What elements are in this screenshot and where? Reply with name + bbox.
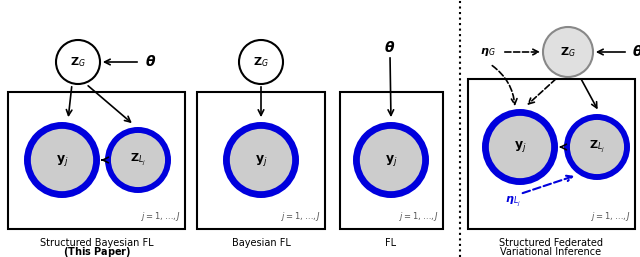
Circle shape bbox=[570, 120, 624, 174]
Text: $j = 1,\ldots,J$: $j = 1,\ldots,J$ bbox=[141, 210, 181, 223]
Circle shape bbox=[564, 114, 630, 180]
Text: $\boldsymbol{\eta}_G$: $\boldsymbol{\eta}_G$ bbox=[480, 46, 495, 58]
Text: Bayesian FL: Bayesian FL bbox=[232, 238, 291, 248]
Text: $\mathbf{y}_j$: $\mathbf{y}_j$ bbox=[385, 152, 397, 168]
Text: $\mathbf{y}_j$: $\mathbf{y}_j$ bbox=[56, 152, 68, 168]
Text: $\mathbf{Z}_G$: $\mathbf{Z}_G$ bbox=[70, 55, 86, 69]
Circle shape bbox=[105, 127, 171, 193]
Circle shape bbox=[360, 129, 422, 191]
Circle shape bbox=[223, 122, 299, 198]
Text: $j = 1,\ldots,J$: $j = 1,\ldots,J$ bbox=[281, 210, 321, 223]
Bar bbox=[197, 92, 325, 229]
Circle shape bbox=[230, 129, 292, 191]
Text: Structured Federated: Structured Federated bbox=[499, 238, 603, 248]
Text: $\mathbf{Z}_{L_j}$: $\mathbf{Z}_{L_j}$ bbox=[130, 152, 146, 168]
Circle shape bbox=[24, 122, 100, 198]
Text: Variational Inference: Variational Inference bbox=[500, 247, 602, 257]
Text: $\boldsymbol{\eta}_{L_j}$: $\boldsymbol{\eta}_{L_j}$ bbox=[505, 195, 521, 209]
Text: $\mathbf{y}_j$: $\mathbf{y}_j$ bbox=[255, 152, 268, 168]
Circle shape bbox=[353, 122, 429, 198]
Bar bbox=[468, 79, 635, 229]
Text: FL: FL bbox=[385, 238, 397, 248]
Circle shape bbox=[482, 109, 558, 185]
Circle shape bbox=[56, 40, 100, 84]
Circle shape bbox=[239, 40, 283, 84]
Circle shape bbox=[489, 116, 551, 178]
Circle shape bbox=[111, 133, 165, 187]
Bar bbox=[340, 92, 443, 229]
Text: $\mathbf{Z}_G$: $\mathbf{Z}_G$ bbox=[560, 45, 576, 59]
Text: $\mathbf{(This\ Paper)}$: $\mathbf{(This\ Paper)}$ bbox=[63, 245, 131, 257]
Text: $j = 1,\ldots,J$: $j = 1,\ldots,J$ bbox=[399, 210, 439, 223]
Text: $\mathbf{Z}_G$: $\mathbf{Z}_G$ bbox=[253, 55, 269, 69]
Text: $\boldsymbol{\theta}$: $\boldsymbol{\theta}$ bbox=[145, 54, 156, 69]
Text: $\mathbf{y}_j$: $\mathbf{y}_j$ bbox=[514, 140, 526, 154]
Circle shape bbox=[543, 27, 593, 77]
Bar bbox=[8, 92, 185, 229]
Text: $\boldsymbol{\theta}$: $\boldsymbol{\theta}$ bbox=[632, 44, 640, 60]
Text: $\boldsymbol{\theta}$: $\boldsymbol{\theta}$ bbox=[385, 40, 396, 54]
Text: $j = 1,\ldots,J$: $j = 1,\ldots,J$ bbox=[591, 210, 631, 223]
Text: Structured Bayesian FL: Structured Bayesian FL bbox=[40, 238, 154, 248]
Text: $\mathbf{Z}_{L_j}$: $\mathbf{Z}_{L_j}$ bbox=[589, 139, 605, 155]
Circle shape bbox=[31, 129, 93, 191]
